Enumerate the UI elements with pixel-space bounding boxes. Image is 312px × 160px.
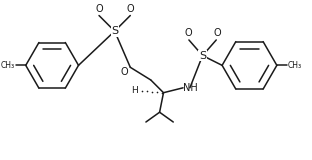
Text: O: O (126, 4, 134, 14)
Text: H: H (131, 86, 138, 95)
Text: NH: NH (183, 83, 197, 93)
Text: O: O (121, 67, 128, 77)
Text: S: S (199, 51, 206, 61)
Text: O: O (95, 4, 103, 14)
Text: O: O (213, 28, 221, 38)
Text: CH₃: CH₃ (1, 61, 15, 70)
Text: CH₃: CH₃ (288, 61, 302, 70)
Text: S: S (111, 26, 118, 36)
Text: O: O (184, 28, 192, 38)
